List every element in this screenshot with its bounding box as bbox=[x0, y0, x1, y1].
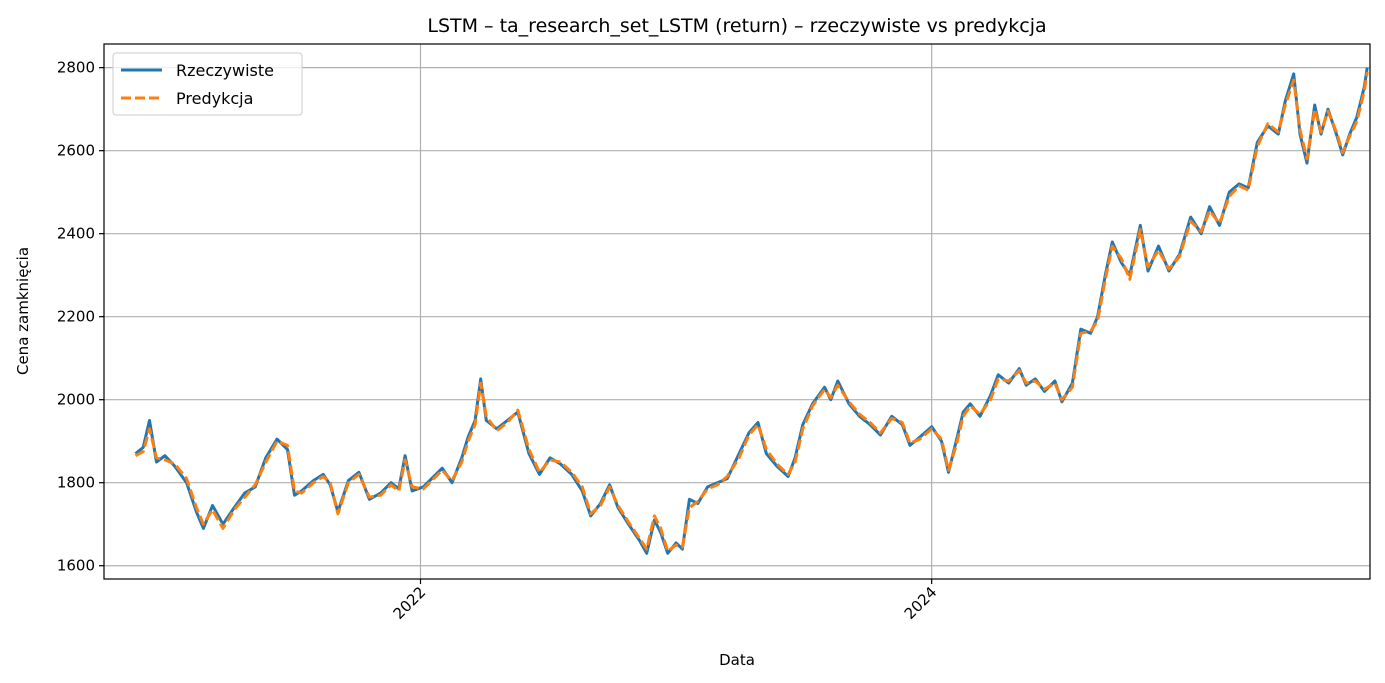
y-tick-label: 2800 bbox=[57, 59, 95, 77]
series-line-predykcja bbox=[134, 71, 1369, 553]
plot-frame bbox=[103, 43, 1371, 580]
legend-label-predykcja: Predykcja bbox=[176, 89, 253, 108]
chart-title: LSTM – ta_research_set_LSTM (return) – r… bbox=[427, 15, 1046, 37]
series-layer bbox=[134, 67, 1369, 555]
y-tick-label: 1600 bbox=[57, 557, 95, 575]
y-tick-label: 2000 bbox=[57, 391, 95, 409]
y-axis-title: Cena zamknięcia bbox=[14, 247, 32, 375]
y-tick-label: 2400 bbox=[57, 225, 95, 243]
y-tick-label: 2600 bbox=[57, 142, 95, 160]
legend-label-rzeczywiste: Rzeczywiste bbox=[176, 61, 274, 80]
legend: Rzeczywiste Predykcja bbox=[112, 52, 303, 116]
x-axis-title: Data bbox=[719, 651, 755, 669]
grid bbox=[104, 44, 1370, 579]
series-line-rzeczywiste bbox=[134, 67, 1369, 555]
y-tick-label: 2200 bbox=[57, 308, 95, 326]
y-tick-label: 1800 bbox=[57, 474, 95, 492]
y-axis: 1600 1800 2000 2200 2400 2600 2800 bbox=[57, 59, 104, 575]
